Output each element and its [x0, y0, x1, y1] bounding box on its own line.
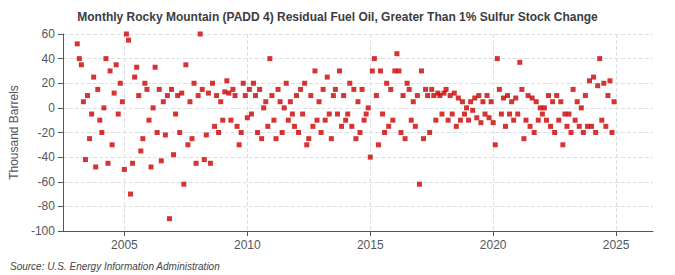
svg-text:2015: 2015 [357, 238, 384, 252]
svg-text:-100: -100 [31, 224, 55, 238]
svg-text:-80: -80 [38, 199, 56, 213]
svg-text:2010: 2010 [234, 238, 261, 252]
svg-text:Source: U.S. Energy Informatio: Source: U.S. Energy Information Administ… [10, 261, 220, 272]
svg-text:-60: -60 [38, 175, 56, 189]
svg-text:-40: -40 [38, 150, 56, 164]
svg-text:Thousand Barrels: Thousand Barrels [7, 85, 21, 180]
svg-text:2025: 2025 [603, 238, 630, 252]
svg-text:2005: 2005 [111, 238, 138, 252]
svg-text:2020: 2020 [480, 238, 507, 252]
svg-text:20: 20 [42, 76, 56, 90]
svg-text:Monthly Rocky Mountain (PADD 4: Monthly Rocky Mountain (PADD 4) Residual… [77, 10, 598, 24]
svg-text:-20: -20 [38, 126, 56, 140]
svg-text:40: 40 [42, 52, 56, 66]
svg-text:60: 60 [42, 27, 56, 41]
svg-text:0: 0 [48, 101, 55, 115]
